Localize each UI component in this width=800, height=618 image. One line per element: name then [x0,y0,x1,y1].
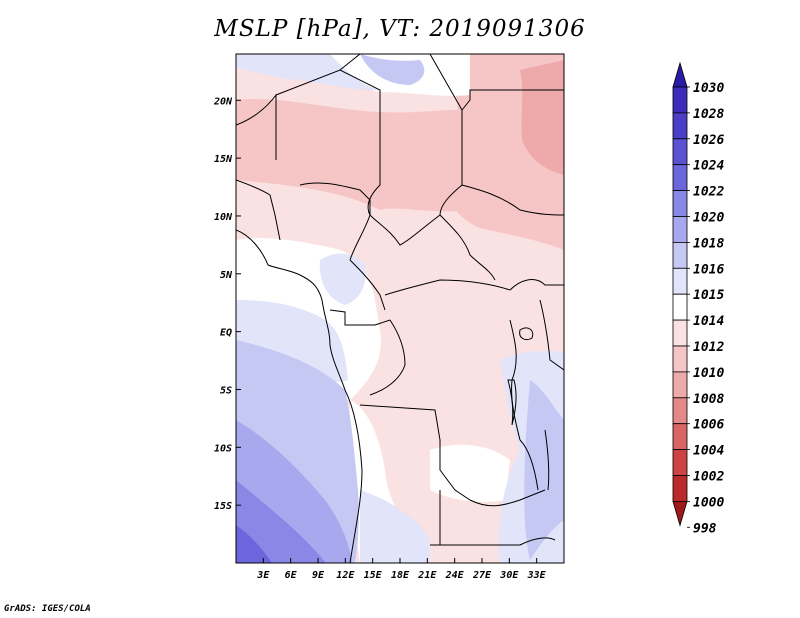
y-tick-label: 15S [214,501,232,512]
field-1016-northcenter [360,54,425,85]
colorbar-label: 1020 [693,211,724,226]
x-tick-label: 18E [391,570,410,581]
border-southsudan [509,279,564,291]
country-boundaries [236,54,564,563]
colorbar-label: 1022 [693,185,724,200]
border-car-south [384,279,511,296]
field-1015-northwest [236,54,380,91]
border-zambia-east [469,489,546,507]
colorbar-label: 1015 [693,288,724,303]
colorbar-label: 1014 [693,314,724,329]
y-tick-label: 10N [214,212,233,223]
x-tick-label: 9E [312,570,325,581]
colorbar-label: 1002 [693,470,724,485]
field-1016-east [524,380,564,560]
colorbar-label: 1004 [693,444,724,459]
colorbar-swatch [672,86,688,114]
x-tick-label: 24E [445,570,465,581]
colorbar-swatch [672,112,688,140]
border-lake-region [519,439,539,491]
border-mauritania-mali [236,93,277,160]
atlantic-coastline [236,229,363,563]
colorbar-swatch [672,449,688,476]
colorbar-label: 1018 [693,236,724,251]
y-tick-label: 15N [214,154,233,165]
lake-malawi [544,429,550,491]
colorbar-label: 998 [693,521,717,536]
colorbar-label: 1028 [693,107,724,122]
colorbar-label: 1012 [693,340,724,355]
colorbar-label: 1010 [693,366,724,381]
x-tick-label: 6E [285,570,298,581]
colorbar-swatch [672,138,688,166]
colorbar-swatch [672,397,688,425]
field-1010-north [236,98,470,212]
colorbar-bottom-arrow [672,500,688,527]
colorbar-label: 1000 [693,495,724,510]
x-tick-label: 12E [336,570,355,581]
y-tick-label: EQ [220,328,232,339]
border-chad-car [439,214,496,281]
border-angola-drc [359,404,471,501]
colorbar-swatch [672,423,688,451]
field-1014-southcentral [430,444,510,502]
border-nigeria-chad [369,214,441,246]
colorbar-label: 1008 [693,392,724,407]
field-1015-cameroon [319,253,366,305]
x-tick-label: 33E [527,570,547,581]
colorbar-top-arrow [672,61,688,88]
colorbar-swatch [672,475,688,502]
colorbar-swatch [672,190,688,217]
y-tick-label: 5S [220,385,232,396]
field-1020-atlantic [236,480,326,563]
field-1015-southwest [360,490,430,563]
y-tick-label: 5N [220,270,233,281]
lake-tanganyika [507,379,517,426]
grads-credit: GrADS: IGES/COLA [4,604,91,614]
border-gabon [329,309,391,326]
x-tick-label: 21E [417,570,437,581]
border-mali-niger [275,69,381,216]
y-tick-label: 10S [214,443,232,454]
border-nigeria-north [299,182,371,261]
field-1022-atlantic [236,525,272,563]
map-axes: 3E 6E 9E 12E 15E 18E 21E 24E 27E 30E 33E 20N 15N 10N 5… [213,96,547,581]
border-westafrica-1 [236,179,281,241]
colorbar-label: 1016 [693,262,724,277]
border-kenya [539,299,564,371]
colorbar-swatch [672,164,688,191]
x-tick-label: 15E [364,570,383,581]
colorbar-swatch [672,345,688,373]
colorbar-swatch [672,216,688,243]
colorbar-swatch [672,371,688,399]
lake-victoria [519,327,534,341]
map-title: MSLP [hPa], VT: 2019091306 [214,16,586,42]
field-1008-northeast [520,60,564,175]
colorbar-swatch [672,241,688,269]
colorbar: 1030 1028 1026 1024 1022 1020 1018 1016 1015 1014… [672,61,724,536]
border-algeria-libya [339,54,361,71]
border-cameroon [349,259,386,311]
x-tick-label: 3E [256,570,270,581]
pressure-field [236,54,564,563]
colorbar-label: 1030 [693,81,724,96]
colorbar-label: 1024 [693,159,724,174]
colorbar-label: 1006 [693,418,724,433]
y-tick-label: 20N [213,96,233,107]
border-sudan-chad [461,184,564,216]
border-congo-drc [369,319,406,396]
border-libya-egypt-sudan [461,89,564,111]
x-tick-label: 27E [472,570,492,581]
x-tick-label: 30E [499,570,519,581]
colorbar-swatch [672,319,688,347]
border-namibia-botswana [430,537,556,546]
colorbar-swatch [672,293,688,321]
colorbar-swatch [672,267,688,295]
colorbar-label: 1026 [693,133,724,148]
